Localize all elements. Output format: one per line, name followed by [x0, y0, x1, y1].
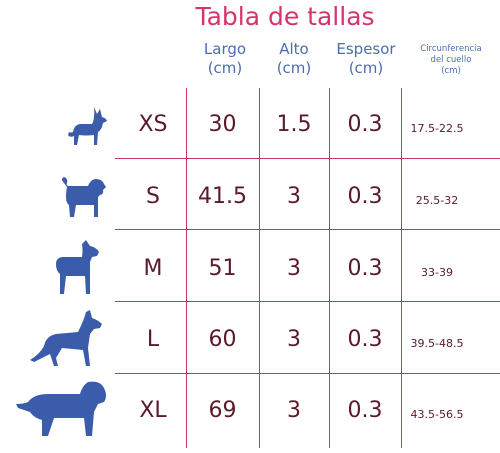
cell-espesor: 0.3: [347, 256, 383, 281]
grid-line: [259, 88, 260, 448]
header-espesor: Espesor (cm): [328, 40, 404, 78]
size-label: M: [143, 256, 163, 281]
shepherd-dog-icon: [28, 308, 104, 368]
header-cuello: Circunferencia del cuello (cm): [402, 44, 500, 77]
grid-line: [115, 158, 500, 159]
header-espesor-unit: (cm): [348, 59, 384, 77]
cell-largo: 41.5: [198, 184, 247, 209]
header-alto-unit: (cm): [276, 59, 312, 77]
size-label: L: [146, 327, 160, 352]
cell-alto: 3: [287, 184, 301, 209]
mastiff-dog-icon: [14, 378, 110, 440]
size-label: XS: [138, 112, 168, 137]
cell-cuello: 43.5-56.5: [410, 408, 464, 421]
cell-alto: 3: [287, 327, 301, 352]
grid-line: [186, 88, 187, 448]
grid-line: [329, 88, 330, 448]
cell-cuello: 17.5-22.5: [410, 122, 464, 135]
header-largo-unit: (cm): [207, 59, 243, 77]
grid-line: [115, 229, 500, 230]
cell-largo: 51: [208, 256, 237, 281]
grid-line: [115, 373, 500, 374]
small-dog-icon: [64, 105, 110, 147]
cell-espesor: 0.3: [347, 184, 383, 209]
size-label: S: [146, 184, 160, 209]
cell-alto: 1.5: [276, 112, 312, 137]
grid-line: [115, 301, 500, 302]
header-largo: Largo (cm): [190, 40, 260, 78]
header-alto: Alto (cm): [262, 40, 326, 78]
header-largo-label: Largo: [203, 40, 247, 58]
cell-espesor: 0.3: [347, 112, 383, 137]
boxer-dog-icon: [50, 238, 106, 296]
cell-espesor: 0.3: [347, 327, 383, 352]
header-espesor-label: Espesor: [336, 40, 396, 58]
header-cuello-label-2: del cuello: [430, 55, 472, 65]
size-label: XL: [139, 398, 167, 423]
page-title: Tabla de tallas: [195, 2, 375, 31]
cell-largo: 60: [208, 327, 237, 352]
cell-cuello: 25.5-32: [415, 194, 459, 207]
cell-alto: 3: [287, 398, 301, 423]
cell-alto: 3: [287, 256, 301, 281]
header-cuello-label: Circunferencia: [420, 44, 482, 54]
cell-largo: 30: [208, 112, 237, 137]
header-cuello-unit: (cm): [441, 66, 461, 76]
cell-largo: 69: [208, 398, 237, 423]
pug-dog-icon: [58, 175, 108, 219]
cell-espesor: 0.3: [347, 398, 383, 423]
cell-cuello: 39.5-48.5: [410, 337, 464, 350]
grid-line: [401, 88, 402, 448]
header-alto-label: Alto: [279, 40, 309, 58]
cell-cuello: 33-39: [421, 266, 453, 279]
